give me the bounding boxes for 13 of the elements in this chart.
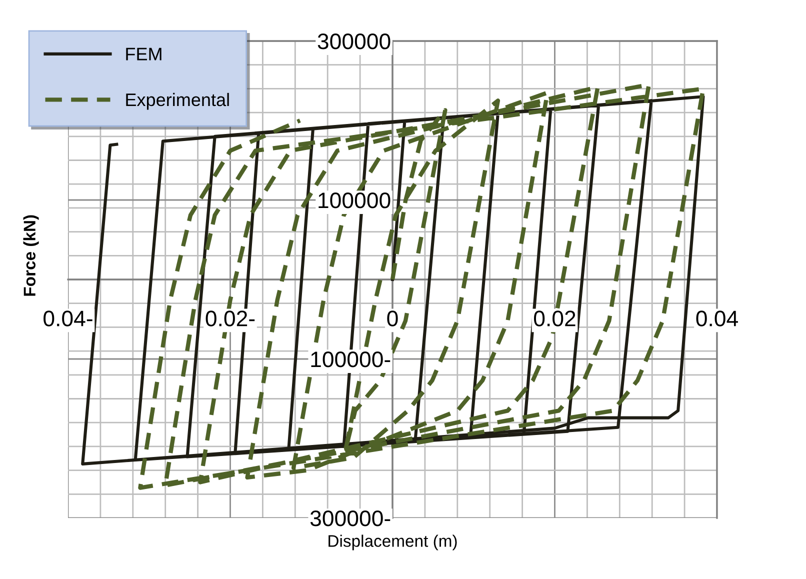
x-tick-label: 0.02- xyxy=(206,310,255,326)
y-tick-label: 100000- xyxy=(311,352,390,368)
legend-label: FEM xyxy=(126,48,162,60)
legend-label: Experimental xyxy=(126,92,229,110)
x-tick-label: 0.02 xyxy=(534,310,576,326)
x-tick-label: 0 xyxy=(387,310,398,326)
y-axis-title: Force (kN) xyxy=(23,215,39,296)
y-tick-label: 100000 xyxy=(318,192,390,208)
x-tick-label: 0.04- xyxy=(44,310,92,326)
x-tick-label: 0.04 xyxy=(696,310,738,326)
x-axis-title: Displacement (m) xyxy=(328,534,457,550)
y-tick-label: 300000- xyxy=(310,510,390,526)
y-tick-label: 300000 xyxy=(318,34,390,50)
